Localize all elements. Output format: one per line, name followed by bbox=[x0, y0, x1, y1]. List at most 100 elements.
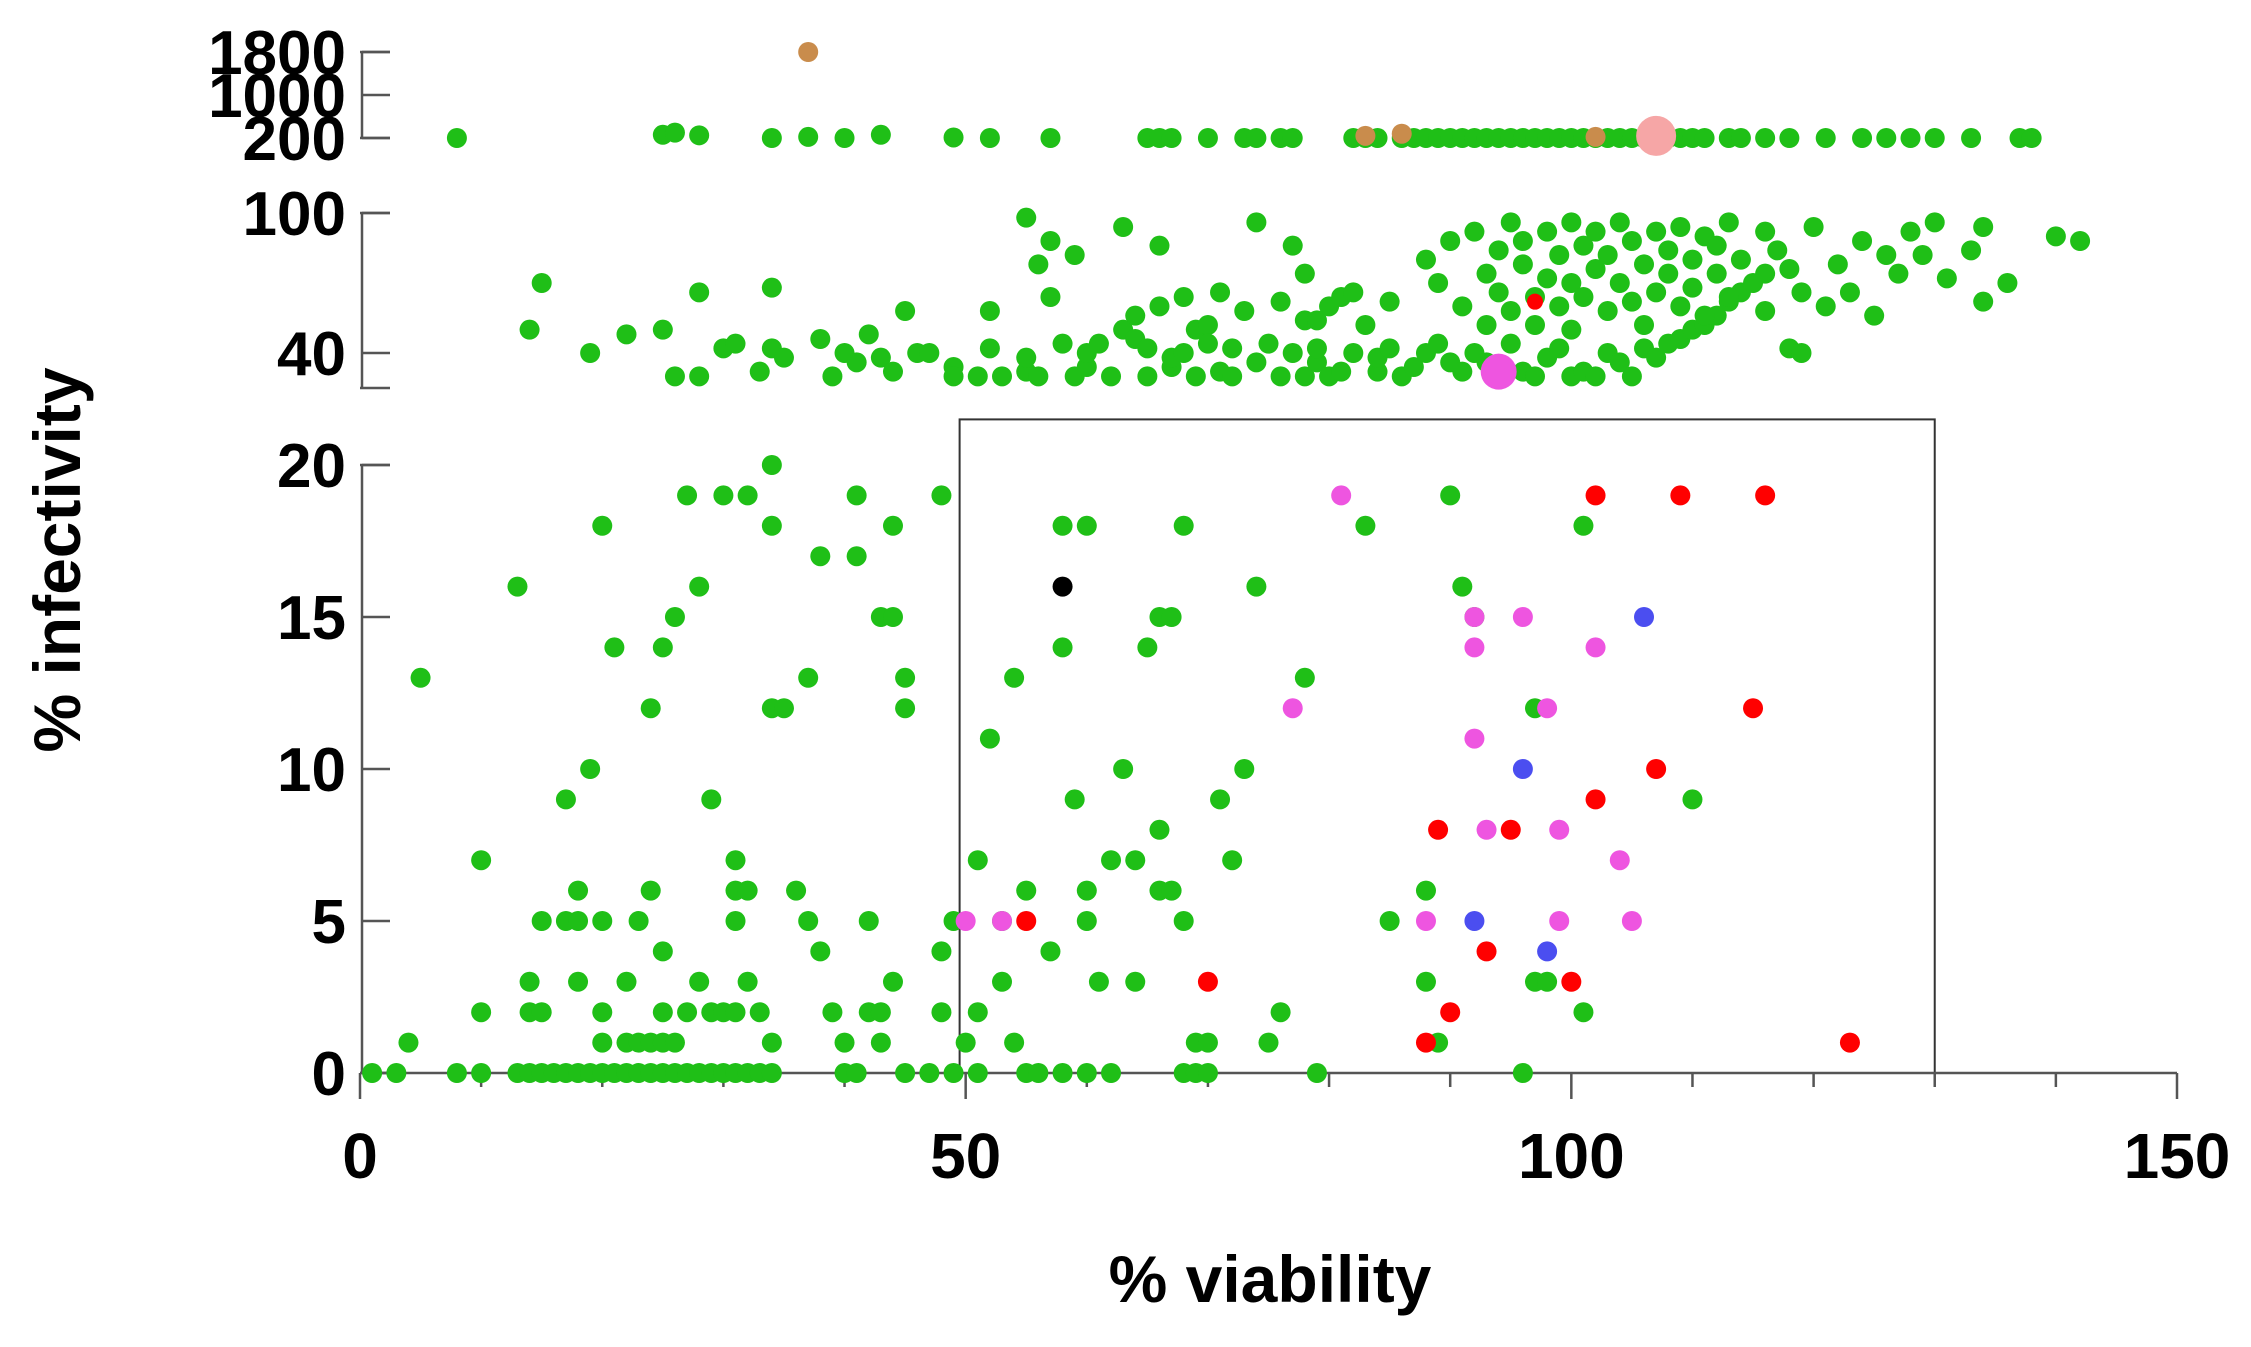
data-point-green bbox=[1864, 305, 1885, 326]
data-point-green bbox=[931, 941, 952, 962]
data-point-green bbox=[592, 1002, 613, 1023]
data-point-pink bbox=[1636, 115, 1677, 156]
data-point-green bbox=[471, 1002, 492, 1023]
data-point-green bbox=[1125, 305, 1146, 326]
data-point-green bbox=[1973, 291, 1994, 312]
data-point-magenta bbox=[1585, 637, 1606, 658]
y-tick-label: 20 bbox=[277, 432, 346, 501]
data-point-green bbox=[689, 282, 710, 303]
data-point-green bbox=[1549, 296, 1570, 317]
data-point-green bbox=[1149, 296, 1170, 317]
data-point-green bbox=[1076, 1063, 1097, 1083]
data-point-green bbox=[1621, 291, 1642, 312]
data-point-green bbox=[1355, 515, 1376, 536]
data-point-green bbox=[834, 1032, 855, 1053]
data-point-green bbox=[1197, 128, 1218, 148]
data-point-green bbox=[1343, 343, 1364, 363]
data-point-green bbox=[1064, 245, 1085, 265]
data-point-green bbox=[1682, 277, 1703, 298]
data-point-green bbox=[1646, 282, 1667, 303]
data-point-green bbox=[1621, 231, 1642, 251]
data-point-green bbox=[1803, 217, 1824, 237]
data-point-green bbox=[616, 324, 637, 345]
data-point-green bbox=[1040, 128, 1061, 148]
data-point-green bbox=[1670, 296, 1691, 317]
data-point-magenta bbox=[1480, 353, 1517, 390]
data-point-green bbox=[967, 1063, 988, 1083]
y-tick-label: 40 bbox=[277, 320, 346, 389]
data-point-green bbox=[1488, 282, 1509, 303]
data-point-red bbox=[1440, 1002, 1461, 1023]
data-point-green bbox=[943, 127, 964, 148]
data-point-green bbox=[967, 1002, 988, 1023]
data-point-green bbox=[737, 485, 758, 506]
data-point-green bbox=[1537, 971, 1558, 992]
data-point-green bbox=[1306, 338, 1327, 359]
data-point-green bbox=[1367, 361, 1388, 382]
data-point-green bbox=[870, 347, 891, 368]
data-point-green bbox=[677, 1002, 698, 1023]
data-point-black bbox=[1052, 576, 1073, 597]
data-point-green bbox=[640, 880, 661, 901]
data-point-green bbox=[2021, 128, 2042, 148]
data-point-green bbox=[1609, 212, 1630, 233]
data-point-red bbox=[1755, 485, 1776, 506]
data-point-green bbox=[1997, 273, 2018, 293]
data-point-green bbox=[1149, 235, 1170, 256]
data-point-green bbox=[1222, 366, 1243, 387]
data-point-green bbox=[1415, 971, 1436, 992]
data-point-red bbox=[1561, 971, 1582, 992]
data-point-green bbox=[2045, 226, 2066, 247]
data-point-green bbox=[1222, 850, 1243, 871]
data-point-green bbox=[689, 576, 710, 597]
data-point-green bbox=[1900, 221, 1921, 242]
data-point-blue bbox=[1634, 607, 1655, 627]
data-point-green bbox=[1839, 282, 1860, 303]
data-point-green bbox=[1004, 667, 1025, 688]
data-point-green bbox=[1452, 361, 1473, 382]
data-point-green bbox=[1561, 212, 1582, 233]
y-tick-label: 1000 bbox=[208, 62, 346, 131]
data-point-magenta bbox=[1621, 911, 1642, 931]
data-point-green bbox=[1246, 212, 1267, 233]
data-point-green bbox=[846, 546, 867, 567]
data-point-magenta bbox=[1331, 485, 1352, 506]
data-point-green bbox=[858, 324, 879, 345]
data-point-green bbox=[1743, 273, 1764, 293]
data-point-green bbox=[1585, 366, 1606, 387]
data-point-green bbox=[1246, 576, 1267, 597]
y-tick-label: 1800 bbox=[208, 19, 346, 88]
data-point-green bbox=[979, 728, 1000, 749]
data-point-green bbox=[677, 485, 698, 506]
data-point-green bbox=[1779, 128, 1800, 148]
data-point-green bbox=[1113, 759, 1134, 779]
data-point-magenta bbox=[1537, 698, 1558, 719]
data-point-red bbox=[1670, 485, 1691, 506]
data-point-green bbox=[1512, 1063, 1533, 1083]
data-point-green bbox=[1755, 128, 1776, 148]
data-point-green bbox=[1306, 310, 1327, 331]
y-tick-label: 200 bbox=[243, 105, 346, 174]
y-tick-label: 10 bbox=[277, 736, 346, 805]
data-point-green bbox=[1270, 291, 1291, 312]
data-point-green bbox=[580, 759, 601, 779]
data-point-green bbox=[1682, 789, 1703, 810]
data-point-green bbox=[1137, 637, 1158, 658]
data-point-green bbox=[1379, 911, 1400, 931]
data-point-green bbox=[1815, 296, 1836, 317]
data-point-green bbox=[870, 124, 891, 145]
points-layer bbox=[362, 42, 2091, 1083]
data-point-green bbox=[1161, 128, 1182, 148]
data-point-green bbox=[1924, 128, 1945, 148]
data-point-green bbox=[1210, 789, 1231, 810]
data-point-green bbox=[1537, 268, 1558, 289]
data-point-green bbox=[1294, 667, 1315, 688]
data-point-green bbox=[568, 971, 589, 992]
data-point-green bbox=[1440, 231, 1461, 251]
data-point-green bbox=[689, 971, 710, 992]
data-point-green bbox=[1173, 343, 1194, 363]
data-point-green bbox=[1549, 245, 1570, 265]
data-point-red bbox=[1428, 819, 1449, 840]
data-point-green bbox=[1306, 1063, 1327, 1083]
data-point-green bbox=[858, 911, 879, 931]
